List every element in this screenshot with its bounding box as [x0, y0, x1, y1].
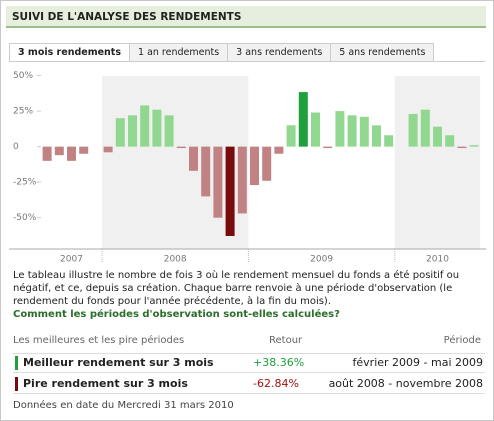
bar [262, 146, 272, 181]
column-header: Période [443, 335, 481, 346]
row-return: +38.36% [253, 356, 305, 369]
y-tick-label: -50% [13, 213, 37, 223]
row-period: février 2009 - mai 2009 [352, 356, 483, 369]
bar [213, 146, 223, 218]
column-header: Les meilleures et les pire périodes [13, 335, 185, 346]
bar [408, 113, 418, 147]
y-tick-label: -25% [13, 178, 37, 188]
bar [250, 146, 259, 186]
bar [67, 146, 76, 161]
row-indicator [15, 356, 18, 370]
bar [433, 126, 442, 147]
bar [274, 146, 284, 154]
bar [347, 115, 357, 147]
bar [335, 111, 345, 147]
bar [79, 146, 89, 154]
row-period: août 2008 - novembre 2008 [328, 377, 483, 390]
tab[interactable]: 1 an rendements [129, 43, 229, 62]
tab[interactable]: 5 ans rendements [330, 43, 435, 62]
period-band [102, 76, 249, 249]
bar [457, 146, 467, 149]
table-row: Meilleur rendement sur 3 mois +38.36% fé… [13, 353, 485, 373]
tabs: 3 mois rendements 1 an rendements 3 ans … [9, 43, 435, 62]
table-row: Pire rendement sur 3 mois -62.84% août 2… [13, 375, 485, 394]
bar [189, 146, 198, 171]
column-header: Retour [269, 335, 303, 346]
period-band [394, 76, 481, 249]
description: Le tableau illustre le nombre de fois 3 … [13, 270, 460, 307]
bar [164, 115, 174, 147]
bar [42, 146, 52, 161]
bar [469, 145, 479, 147]
tab[interactable]: 3 ans rendements [227, 43, 332, 62]
bar [359, 116, 369, 147]
bar [323, 146, 333, 149]
x-tick-label: 2008 [164, 255, 187, 265]
tab[interactable]: 3 mois rendements [9, 43, 130, 62]
bar [286, 125, 296, 147]
bar [298, 92, 308, 147]
row-label: Meilleur rendement sur 3 mois [23, 356, 214, 369]
tab-line [9, 61, 485, 62]
chart: 2007 2008 2009 2010 50% 25% 0 -25% -50% [9, 71, 487, 265]
bar [176, 146, 186, 149]
bar [384, 135, 394, 147]
widget-title: SUIVI DE L'ANALYSE DES RENDEMENTS [6, 6, 486, 28]
bar [128, 115, 137, 147]
bar [445, 135, 455, 147]
bar [420, 109, 430, 147]
bar [311, 112, 320, 147]
row-indicator [15, 377, 18, 391]
bar [201, 146, 211, 197]
bar [372, 125, 381, 147]
bar [225, 146, 235, 236]
bar [140, 105, 150, 147]
bar [54, 146, 64, 156]
x-tick-label: 2007 [60, 255, 83, 265]
y-tick-label: 0 [13, 142, 19, 152]
x-tick-label: 2010 [426, 255, 449, 265]
bar [237, 146, 247, 214]
x-tick-label: 2009 [310, 255, 333, 265]
footer: Données en date du Mercredi 31 mars 2010 [13, 400, 234, 411]
bar [103, 146, 113, 153]
row-label: Pire rendement sur 3 mois [23, 377, 188, 390]
bar [115, 118, 125, 147]
row-return: -62.84% [253, 377, 299, 390]
bar [152, 109, 162, 147]
help-link[interactable]: Comment les périodes d'observation sont-… [13, 309, 340, 320]
y-tick-label: 50% [13, 71, 33, 81]
y-tick-label: 25% [13, 107, 33, 117]
